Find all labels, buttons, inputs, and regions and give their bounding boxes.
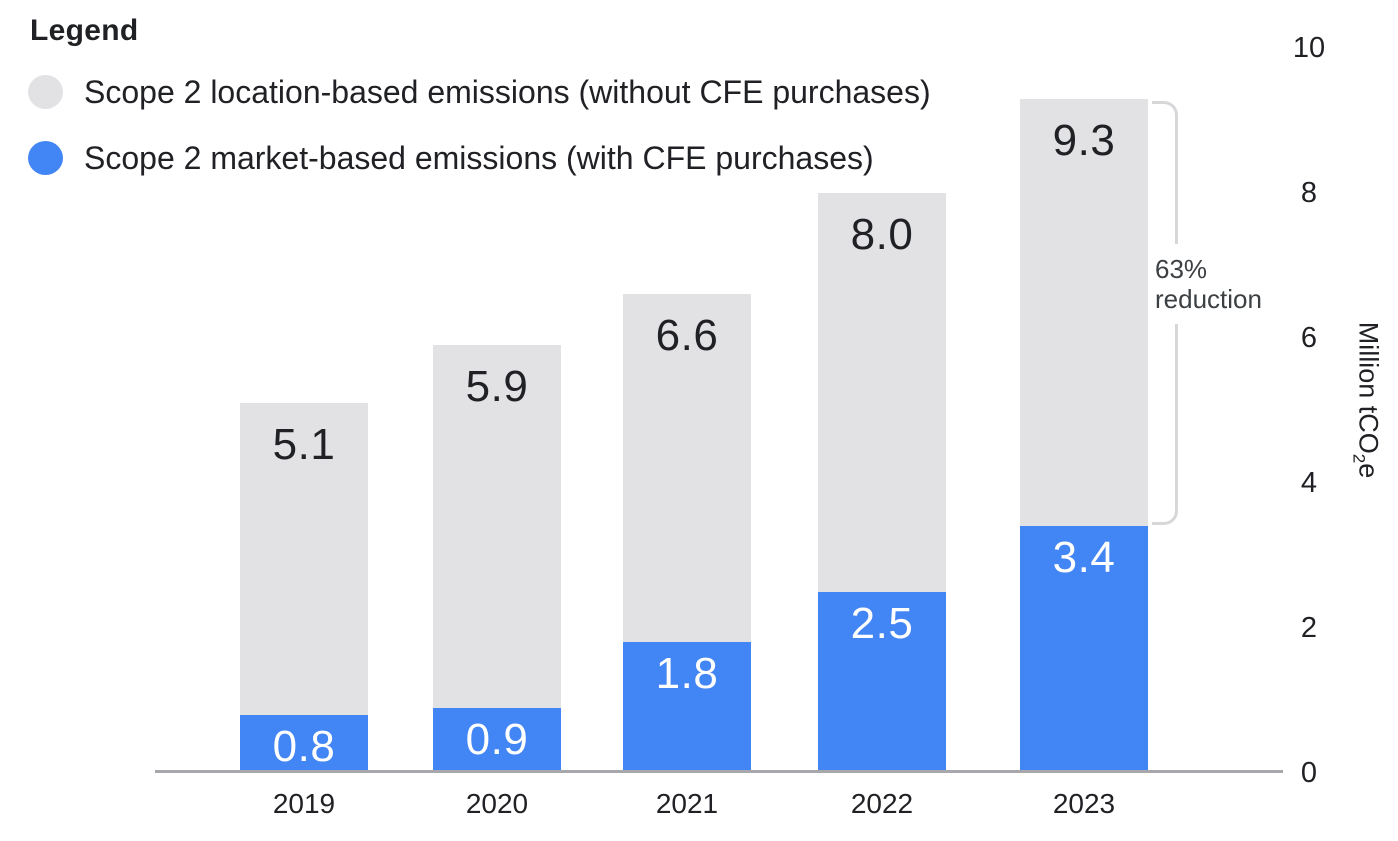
x-axis-label-2023: 2023	[1052, 788, 1116, 819]
market-based-swatch-icon	[28, 141, 63, 175]
x-axis-line	[155, 770, 1283, 773]
bar-value-market: 0.9	[465, 715, 529, 764]
y-axis-tick-10: 10	[1292, 32, 1326, 64]
bar-group-2019: 5.1 0.8 2019	[240, 0, 368, 841]
bar-value-location: 9.3	[1052, 116, 1116, 165]
bar-2020-location-based: 5.9	[433, 345, 561, 773]
y-axis-tick-6: 6	[1300, 322, 1318, 354]
bar-2019-market-based: 0.8	[240, 715, 368, 773]
x-axis-label-2022: 2022	[850, 788, 914, 819]
bar-group-2023: 9.3 3.4 2023	[1020, 0, 1148, 841]
bar-value-market: 3.4	[1052, 533, 1116, 582]
bar-value-market: 0.8	[272, 722, 336, 771]
bar-value-location: 5.9	[465, 362, 529, 411]
y-axis-tick-0: 0	[1300, 757, 1318, 789]
bar-value-market: 1.8	[655, 649, 719, 698]
reduction-annotation: 63% reduction	[1155, 244, 1273, 324]
reduction-annotation-percent: 63%	[1155, 254, 1208, 284]
bar-group-2021: 6.6 1.8 2021	[623, 0, 751, 841]
x-axis-label-2021: 2021	[655, 788, 719, 819]
legend-item-label: Scope 2 location-based emissions (withou…	[84, 73, 931, 110]
location-based-swatch-icon	[28, 75, 63, 109]
y-axis-tick-8: 8	[1300, 177, 1318, 209]
reduction-annotation-text: reduction	[1155, 284, 1262, 314]
bar-2020-market-based: 0.9	[433, 708, 561, 773]
x-axis-label-2019: 2019	[272, 788, 336, 819]
legend-item-label: Scope 2 market-based emissions (with CFE…	[84, 139, 874, 176]
bar-value-market: 2.5	[850, 599, 914, 648]
legend-item-location-based: Scope 2 location-based emissions (withou…	[28, 72, 931, 112]
y-axis-title-subscript: 2	[1349, 453, 1369, 464]
bar-2021-market-based: 1.8	[623, 642, 751, 773]
legend-title: Legend	[30, 14, 139, 47]
y-axis-tick-2: 2	[1300, 612, 1318, 644]
bar-group-2020: 5.9 0.9 2020	[433, 0, 561, 841]
y-axis-tick-4: 4	[1300, 467, 1318, 499]
x-axis-label-2020: 2020	[465, 788, 529, 819]
bar-value-location: 5.1	[272, 420, 336, 469]
bar-2023-market-based: 3.4	[1020, 526, 1148, 773]
bar-2019-location-based: 5.1	[240, 403, 368, 773]
y-axis-title: Million tCO2e	[1349, 321, 1384, 479]
bar-2022-market-based: 2.5	[818, 592, 946, 773]
bar-group-2022: 8.0 2.5 2022	[818, 0, 946, 841]
bar-value-location: 6.6	[655, 311, 719, 360]
bar-value-location: 8.0	[850, 210, 914, 259]
legend-item-market-based: Scope 2 market-based emissions (with CFE…	[28, 138, 874, 178]
